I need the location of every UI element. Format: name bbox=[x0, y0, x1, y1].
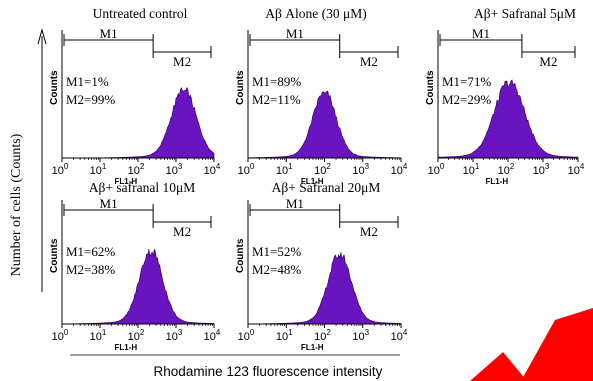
gate-label: M1 bbox=[472, 26, 490, 41]
red-mark-stroke-right bbox=[521, 308, 593, 381]
x-tick-label: 100 bbox=[52, 162, 69, 177]
histogram-panel: Aβ Alone (30 μM) 100 101 102 103 104 FL1-H Coun… bbox=[235, 6, 408, 186]
x-tick-label: 102 bbox=[128, 162, 145, 177]
gate-label: M2 bbox=[539, 54, 557, 69]
gate-statistic: M2=38% bbox=[66, 262, 115, 277]
shared-x-axis: Rhodamine 123 fluorescence intensity bbox=[70, 354, 400, 379]
x-tick-label: 102 bbox=[128, 328, 145, 343]
histogram-panel: Aβ+ Safranal 5μM 100 101 102 103 104 FL1-H Coun… bbox=[425, 6, 585, 186]
x-tick-label: 102 bbox=[314, 162, 331, 177]
x-tick-label: 104 bbox=[568, 162, 585, 177]
panel-x-label: FL1-H bbox=[115, 177, 138, 186]
panel-x-label: FL1-H bbox=[301, 177, 324, 186]
x-tick-label: 103 bbox=[533, 162, 550, 177]
histogram-panel: Untreated control 100 101 102 103 104 FL1-H Cou… bbox=[49, 6, 221, 186]
gate-statistic: M2=99% bbox=[66, 92, 115, 107]
gate-label: M1 bbox=[100, 196, 118, 211]
x-tick-label: 100 bbox=[52, 328, 69, 343]
x-tick-label: 103 bbox=[352, 328, 369, 343]
gate-statistic: M2=48% bbox=[252, 262, 301, 277]
histogram-panel: Aβ+ safranal 10μM 100 101 102 103 104 FL1-H Cou… bbox=[49, 180, 221, 352]
panel-y-label: Counts bbox=[49, 238, 60, 273]
gate-label: M2 bbox=[360, 224, 378, 239]
histogram-panels: Untreated control 100 101 102 103 104 FL1-H Cou… bbox=[49, 6, 585, 352]
red-mark bbox=[470, 308, 593, 381]
x-tick-label: 102 bbox=[314, 328, 331, 343]
panel-y-label: Counts bbox=[49, 70, 60, 105]
x-tick-label: 103 bbox=[166, 328, 183, 343]
panel-y-label: Counts bbox=[425, 70, 436, 105]
x-tick-label: 100 bbox=[238, 162, 255, 177]
shared-y-axis: Number of cells (Counts) bbox=[9, 28, 47, 292]
x-tick-label: 100 bbox=[428, 162, 445, 177]
x-tick-label: 104 bbox=[204, 328, 221, 343]
panel-y-label: Counts bbox=[235, 238, 246, 273]
gate-label: M1 bbox=[100, 26, 118, 41]
x-tick-label: 102 bbox=[498, 162, 515, 177]
panel-y-label: Counts bbox=[235, 70, 246, 105]
shared-y-axis-label: Number of cells (Counts) bbox=[9, 133, 24, 276]
x-tick-label: 101 bbox=[463, 162, 480, 177]
gate-label: M1 bbox=[286, 26, 304, 41]
x-tick-label: 104 bbox=[204, 162, 221, 177]
x-tick-label: 104 bbox=[391, 328, 408, 343]
x-tick-label: 101 bbox=[276, 162, 293, 177]
x-tick-label: 100 bbox=[238, 328, 255, 343]
histogram-panel: Aβ+ Safranal 20μM 100 101 102 103 104 FL1-H Cou… bbox=[235, 180, 408, 352]
gate-statistic: M1=89% bbox=[252, 74, 301, 89]
histogram-area bbox=[247, 90, 402, 159]
gate-statistic: M1=71% bbox=[442, 74, 491, 89]
red-mark-stroke-left bbox=[470, 352, 527, 381]
histogram-area bbox=[437, 79, 579, 159]
gate-statistic: M1=62% bbox=[66, 244, 115, 259]
histogram-area bbox=[61, 248, 215, 325]
gate-statistic: M2=29% bbox=[442, 92, 491, 107]
panel-title: Untreated control bbox=[93, 6, 188, 21]
panel-title: Aβ+ Safranal 20μM bbox=[272, 180, 381, 195]
shared-y-axis-arrowhead bbox=[37, 28, 47, 45]
x-tick-label: 101 bbox=[90, 162, 107, 177]
panel-title: Aβ+ safranal 10μM bbox=[89, 180, 195, 195]
gate-statistic: M1=1% bbox=[66, 74, 109, 89]
x-tick-label: 103 bbox=[352, 162, 369, 177]
gate-label: M2 bbox=[173, 54, 191, 69]
gate-label: M2 bbox=[173, 224, 191, 239]
panel-x-label: FL1-H bbox=[485, 177, 508, 186]
panel-x-label: FL1-H bbox=[301, 343, 324, 352]
panel-title: Aβ Alone (30 μM) bbox=[265, 6, 366, 21]
shared-x-axis-label: Rhodamine 123 fluorescence intensity bbox=[154, 364, 383, 379]
panel-title: Aβ+ Safranal 5μM bbox=[474, 6, 576, 21]
gate-label: M2 bbox=[360, 54, 378, 69]
x-tick-label: 104 bbox=[391, 162, 408, 177]
gate-statistic: M1=52% bbox=[252, 244, 301, 259]
x-tick-label: 103 bbox=[166, 162, 183, 177]
gate-label: M1 bbox=[286, 196, 304, 211]
panel-x-label: FL1-H bbox=[115, 343, 138, 352]
x-tick-label: 101 bbox=[90, 328, 107, 343]
x-tick-label: 101 bbox=[276, 328, 293, 343]
gate-statistic: M2=11% bbox=[252, 92, 301, 107]
